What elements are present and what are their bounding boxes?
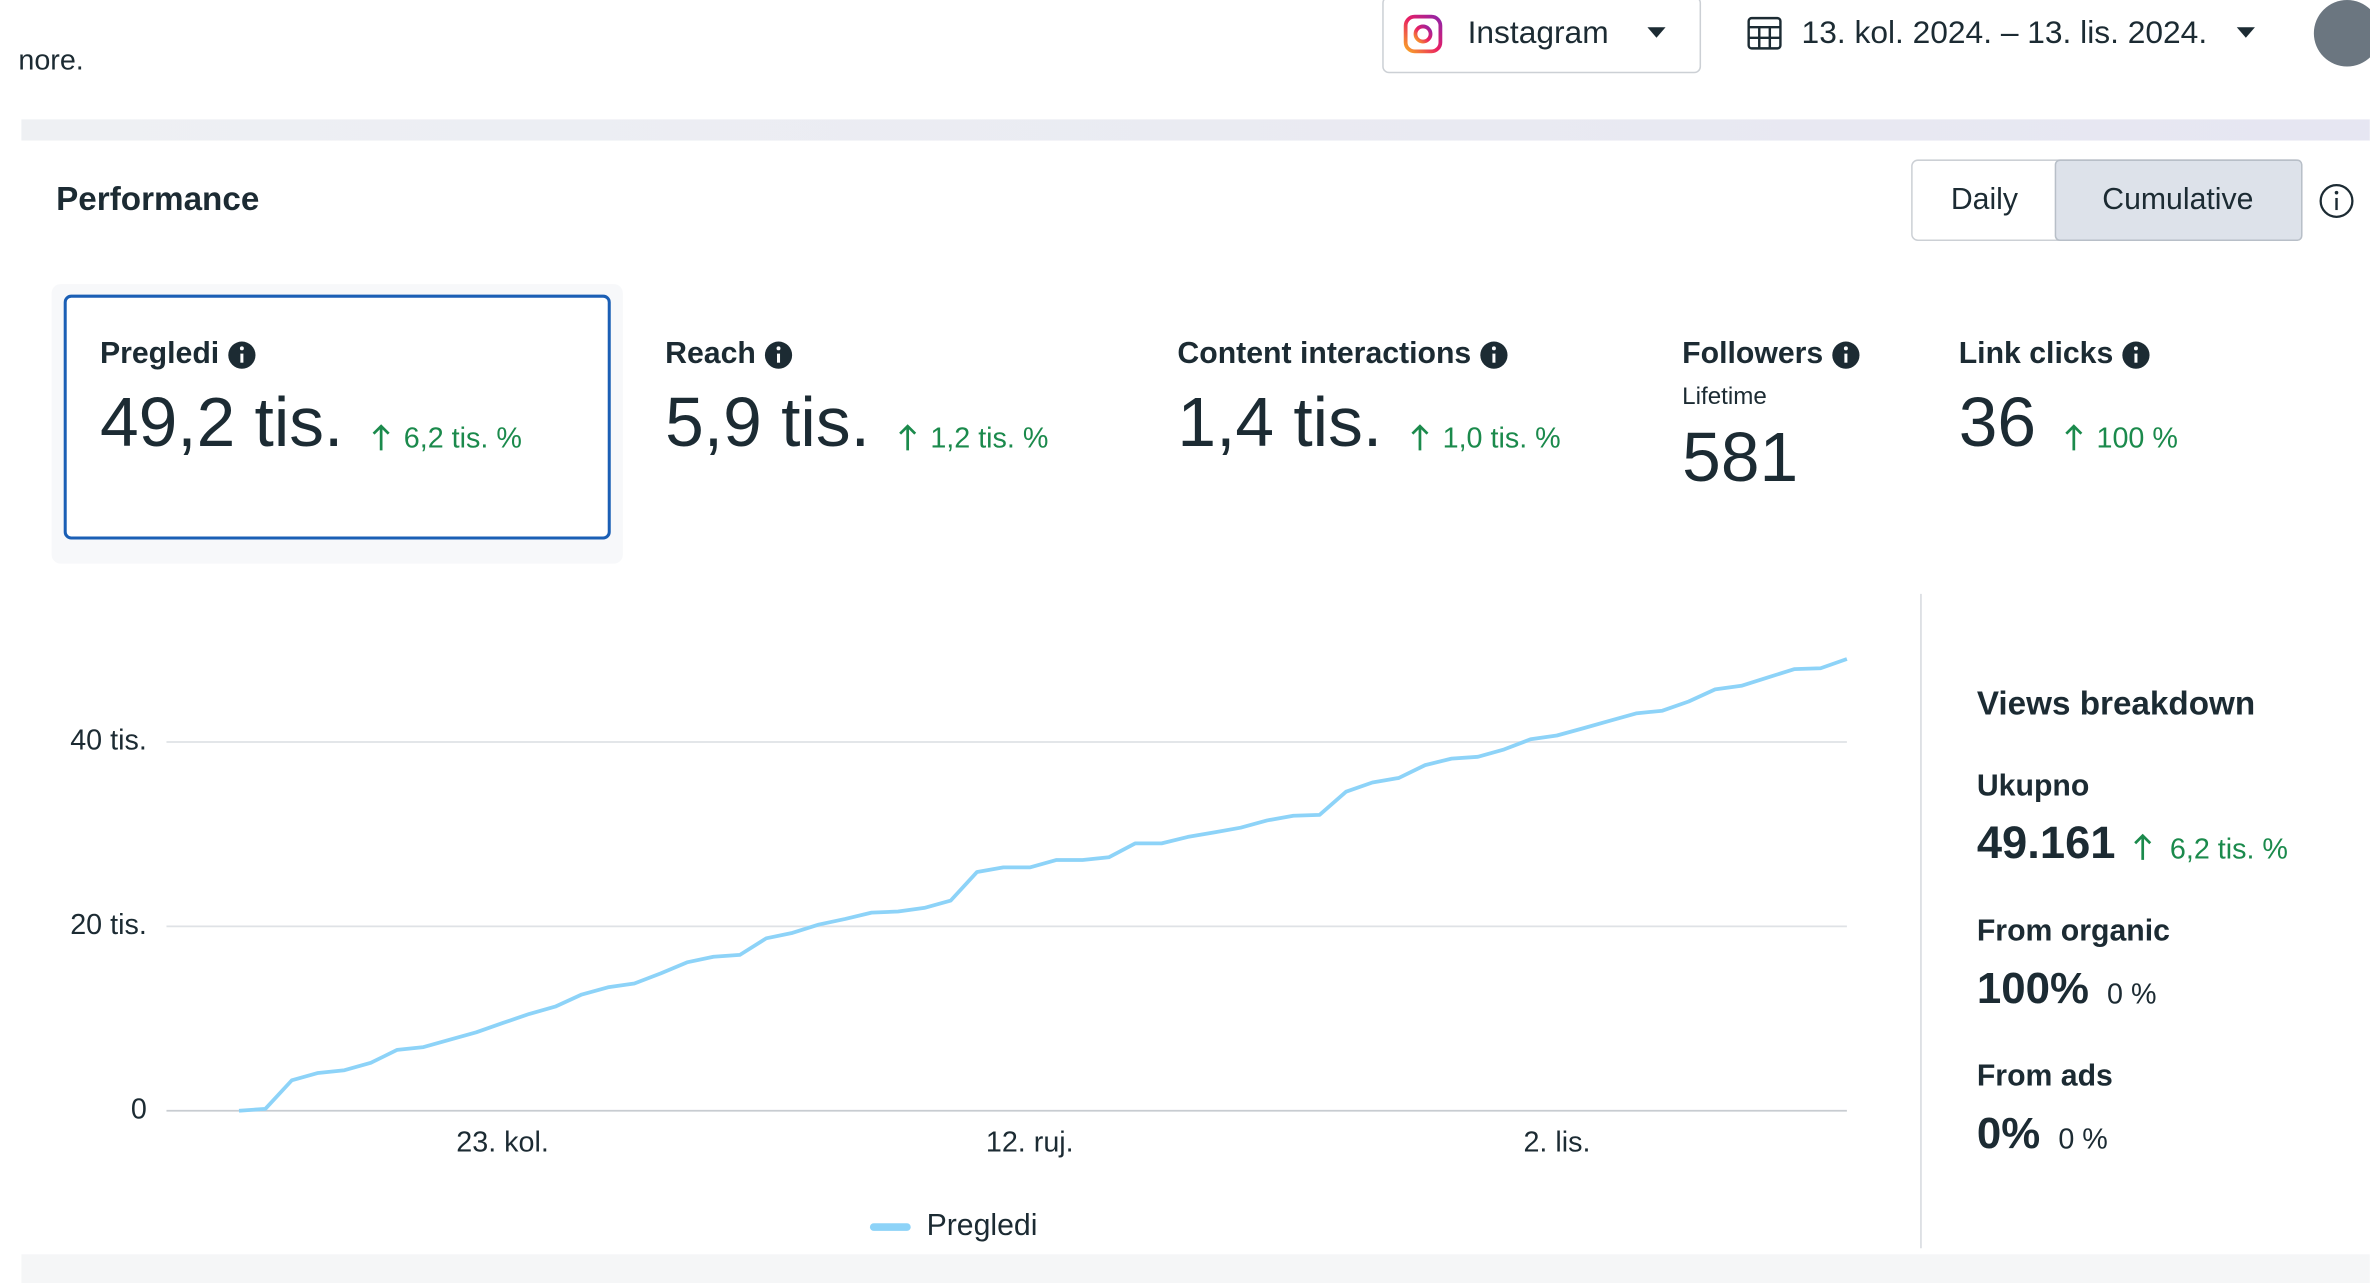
metric-value: 1,4 tis. bbox=[1177, 383, 1382, 461]
breakdown-change: 6,2 tis. % bbox=[2170, 833, 2288, 865]
x-tick-label: 12. ruj. bbox=[986, 1127, 1074, 1159]
toggle-daily[interactable]: Daily bbox=[1951, 183, 2019, 216]
breakdown-title: Views breakdown bbox=[1977, 686, 2255, 723]
metric-change: 100 % bbox=[2096, 422, 2177, 454]
y-tick-label: 0 bbox=[131, 1093, 147, 1125]
y-tick-label: 20 tis. bbox=[70, 909, 147, 941]
breakdown-value: 49.161 bbox=[1977, 817, 2116, 868]
metric-label: Link clicks bbox=[1959, 337, 2114, 370]
info-icon[interactable] bbox=[2321, 185, 2353, 217]
metric-value: 49,2 tis. bbox=[100, 383, 343, 461]
up-arrow bbox=[1412, 426, 1427, 450]
y-tick-label: 40 tis. bbox=[70, 725, 147, 757]
info-icon bbox=[777, 346, 781, 350]
info-icon bbox=[1844, 346, 1848, 350]
line-series bbox=[239, 659, 1847, 1111]
metric-change: 6,2 tis. % bbox=[404, 422, 522, 454]
date-range[interactable]: 13. kol. 2024. – 13. lis. 2024. bbox=[1802, 14, 2208, 50]
metric-value: 36 bbox=[1959, 383, 2036, 461]
breakdown-change: 0 % bbox=[2107, 978, 2156, 1010]
dropdown-caret bbox=[2237, 27, 2255, 38]
page: nore. Instagram 13. kol. 2024. – 13. lis… bbox=[0, 0, 2370, 1283]
metric-label: Pregledi bbox=[100, 337, 219, 370]
breakdown-value: 100% bbox=[1977, 964, 2089, 1013]
info-icon bbox=[2134, 346, 2138, 350]
avatar[interactable] bbox=[2314, 0, 2370, 66]
platform-label: Instagram bbox=[1468, 14, 1609, 50]
up-arrow bbox=[2135, 836, 2150, 860]
breakdown-label: Ukupno bbox=[1977, 769, 2089, 802]
section-title: Performance bbox=[56, 181, 259, 218]
metric-sublabel: Lifetime bbox=[1682, 383, 1767, 410]
x-tick-label: 23. kol. bbox=[456, 1127, 549, 1159]
metric-label: Content interactions bbox=[1177, 337, 1471, 370]
up-arrow bbox=[2066, 426, 2081, 450]
footer-band bbox=[21, 1254, 2369, 1283]
metric-label: Followers bbox=[1682, 337, 1823, 370]
metric-change: 1,0 tis. % bbox=[1443, 422, 1561, 454]
breakdown-label: From organic bbox=[1977, 914, 2170, 947]
screen: nore. Instagram 13. kol. 2024. – 13. lis… bbox=[0, 0, 2370, 1283]
breakdown-value: 0% bbox=[1977, 1109, 2040, 1158]
breakdown-label: From ads bbox=[1977, 1059, 2113, 1092]
toggle-cumulative[interactable]: Cumulative bbox=[2102, 183, 2253, 216]
calendar-icon bbox=[1749, 18, 1781, 48]
partial-text: nore. bbox=[18, 45, 83, 77]
x-tick-label: 2. lis. bbox=[1523, 1127, 1590, 1159]
breakdown-change: 0 % bbox=[2058, 1124, 2107, 1156]
up-arrow bbox=[900, 426, 915, 450]
info-icon bbox=[1492, 346, 1496, 350]
legend-label: Pregledi bbox=[927, 1209, 1038, 1242]
metric-label: Reach bbox=[665, 337, 756, 370]
info-icon bbox=[240, 346, 244, 350]
metric-change: 1,2 tis. % bbox=[930, 422, 1048, 454]
metric-value: 581 bbox=[1682, 418, 1798, 496]
metric-value: 5,9 tis. bbox=[665, 383, 870, 461]
divider-band bbox=[21, 119, 2369, 140]
